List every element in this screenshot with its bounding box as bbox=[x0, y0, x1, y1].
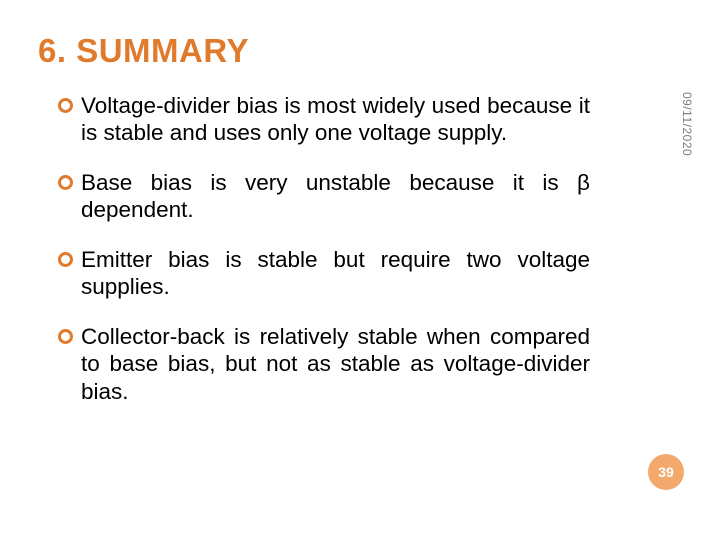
bullet-marker-icon bbox=[58, 98, 73, 113]
bullet-text: Base bias is very unstable because it is… bbox=[81, 169, 590, 224]
bullet-text: Emitter bias is stable but require two v… bbox=[81, 246, 590, 301]
list-item: Base bias is very unstable because it is… bbox=[58, 169, 590, 224]
page-number-badge: 39 bbox=[648, 454, 684, 490]
list-item: Voltage-divider bias is most widely used… bbox=[58, 92, 590, 147]
bullet-text: Collector-back is relatively stable when… bbox=[81, 323, 590, 405]
list-item: Emitter bias is stable but require two v… bbox=[58, 246, 590, 301]
bullet-marker-icon bbox=[58, 252, 73, 267]
bullet-marker-icon bbox=[58, 329, 73, 344]
bullet-text: Voltage-divider bias is most widely used… bbox=[81, 92, 590, 147]
slide: 6. SUMMARY Voltage-divider bias is most … bbox=[0, 0, 720, 540]
bullet-marker-icon bbox=[58, 175, 73, 190]
slide-title: 6. SUMMARY bbox=[38, 32, 249, 70]
bullet-list: Voltage-divider bias is most widely used… bbox=[58, 92, 590, 427]
date-label: 09/11/2020 bbox=[680, 92, 694, 156]
list-item: Collector-back is relatively stable when… bbox=[58, 323, 590, 405]
